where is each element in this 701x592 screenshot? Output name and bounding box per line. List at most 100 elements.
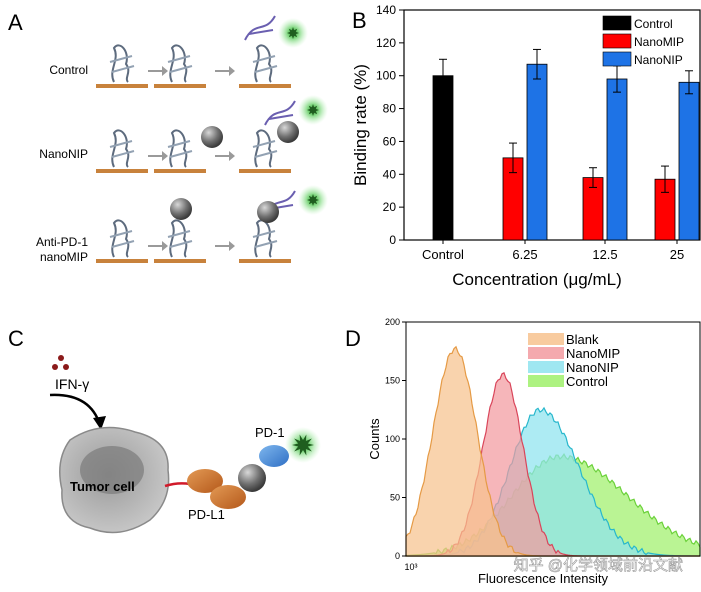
substrate-bar	[154, 84, 206, 88]
arrow-icon	[148, 241, 168, 251]
arrow-icon	[148, 66, 168, 76]
legend-swatch	[602, 15, 632, 31]
antibody-ribbon	[264, 100, 296, 126]
y-axis-label: Binding rate (%)	[351, 64, 370, 186]
watermark: 知乎 @化学领域前沿文献	[514, 557, 683, 574]
binding-rate-chart: 0 20 40 60 80 100 120 140 Binding rate (%) Concen…	[351, 3, 701, 289]
row-label-antipd1: Anti-PD-1	[36, 235, 88, 249]
ifn-arrow-head	[93, 416, 106, 430]
y-tick-label: 150	[385, 376, 400, 386]
substrate-bar	[154, 169, 206, 173]
protein-ribbon	[254, 219, 273, 258]
legend-label: Control	[566, 374, 608, 389]
fluorescent-star-icon	[292, 434, 314, 456]
fluorescent-star-icon	[307, 194, 319, 206]
flow-cytometry-chart: 0 50 100 150 200 Counts 10³ Fluorescence Intens…	[367, 317, 701, 586]
x-tick-label: 25	[670, 247, 684, 262]
y-tick-label: 120	[376, 36, 396, 50]
substrate-bar	[96, 259, 148, 263]
panel-c-letter: C	[8, 326, 24, 351]
y-tick-label: 40	[383, 167, 397, 181]
substrate-bar	[239, 169, 291, 173]
fluorescent-star-icon	[307, 104, 319, 116]
y-tick-label: 100	[376, 69, 396, 83]
arrow-icon	[215, 151, 235, 161]
y-tick-label: 0	[395, 551, 400, 561]
y-tick-label: 20	[383, 200, 397, 214]
legend-label: NanoMIP	[634, 35, 684, 49]
pdl1-domain-2	[210, 485, 246, 509]
tumor-cell-label: Tumor cell	[70, 479, 135, 494]
protein-strand	[252, 55, 278, 73]
y-tick-label: 0	[389, 233, 396, 247]
plot-frame	[403, 9, 701, 241]
legend-swatch	[528, 347, 564, 359]
protein-ribbon	[111, 129, 130, 168]
x-tick-label: Control	[422, 247, 464, 262]
pdl1-domain-1	[187, 469, 223, 493]
nanomip-particle	[170, 198, 192, 220]
protein-ribbon	[111, 44, 130, 83]
bar-nanonip	[606, 78, 628, 241]
arrow-icon	[215, 241, 235, 251]
legend-label: NanoMIP	[566, 346, 620, 361]
substrate-bar	[96, 169, 148, 173]
y-tick-label: 80	[383, 102, 397, 116]
panel-a-letter: A	[8, 10, 23, 35]
y-tick-label: 200	[385, 317, 400, 327]
protein-ribbon	[169, 44, 188, 83]
row-label-control: Control	[49, 63, 88, 77]
nanomip-particle	[238, 464, 266, 492]
x-axis-label: Concentration (μg/mL)	[452, 270, 621, 289]
ifn-label: IFN-γ	[55, 376, 89, 392]
x-tick-label: 10³	[404, 562, 417, 572]
substrate-bar	[239, 84, 291, 88]
substrate-bar	[154, 259, 206, 263]
protein-strand	[109, 140, 135, 158]
legend-label: NanoNIP	[566, 360, 619, 375]
legend-label: NanoNIP	[634, 53, 683, 67]
panel-d: D 0 50 100 150 200 Counts 10³ Fluorescence Inte…	[345, 317, 701, 586]
protein-ribbon	[111, 219, 130, 258]
y-tick-label: 50	[390, 493, 400, 503]
legend-swatch	[528, 361, 564, 373]
panel-a: A Control NanoNIP Anti-PD-1 nanoMIP	[8, 10, 328, 264]
protein-ribbon	[169, 129, 188, 168]
row-label-nanomip: nanoMIP	[40, 250, 88, 264]
legend-swatch	[528, 333, 564, 345]
panel-d-letter: D	[345, 326, 361, 351]
protein-strand	[167, 140, 193, 158]
ifn-arrow	[49, 393, 102, 426]
legend-label: Blank	[566, 332, 599, 347]
substrate-bar	[239, 259, 291, 263]
x-tick-label: 12.5	[592, 247, 617, 262]
bar-nanonip	[678, 81, 700, 241]
substrate-bar	[96, 84, 148, 88]
protein-ribbon	[254, 44, 273, 83]
protein-strand	[167, 55, 193, 73]
protein-strand	[109, 55, 135, 73]
y-tick-label: 60	[383, 134, 397, 148]
nanonip-particle	[201, 126, 223, 148]
pdl1-label: PD-L1	[188, 507, 225, 522]
arrow-icon	[215, 66, 235, 76]
panel-c: C IFN-γ Tumor cell PD-L1 PD-1	[8, 326, 321, 534]
pd1-protein	[259, 445, 289, 467]
y-axis-label: Counts	[367, 418, 382, 460]
protein-strand	[252, 140, 278, 158]
panel-a-illustration	[96, 15, 328, 263]
bar-nanonip	[526, 63, 548, 241]
nanonip-particle	[277, 121, 299, 143]
protein-strand	[167, 230, 193, 248]
y-tick-label: 100	[385, 434, 400, 444]
tumor-nucleus	[80, 446, 144, 494]
x-tick-label: 6.25	[512, 247, 537, 262]
row-label-nanonip: NanoNIP	[39, 147, 88, 161]
legend-swatch	[602, 51, 632, 67]
legend-swatch	[602, 33, 632, 49]
x-axis-label: Fluorescence Intensity	[478, 571, 609, 586]
arrow-icon	[148, 151, 168, 161]
protein-strand	[109, 230, 135, 248]
ifn-dots	[52, 355, 69, 370]
